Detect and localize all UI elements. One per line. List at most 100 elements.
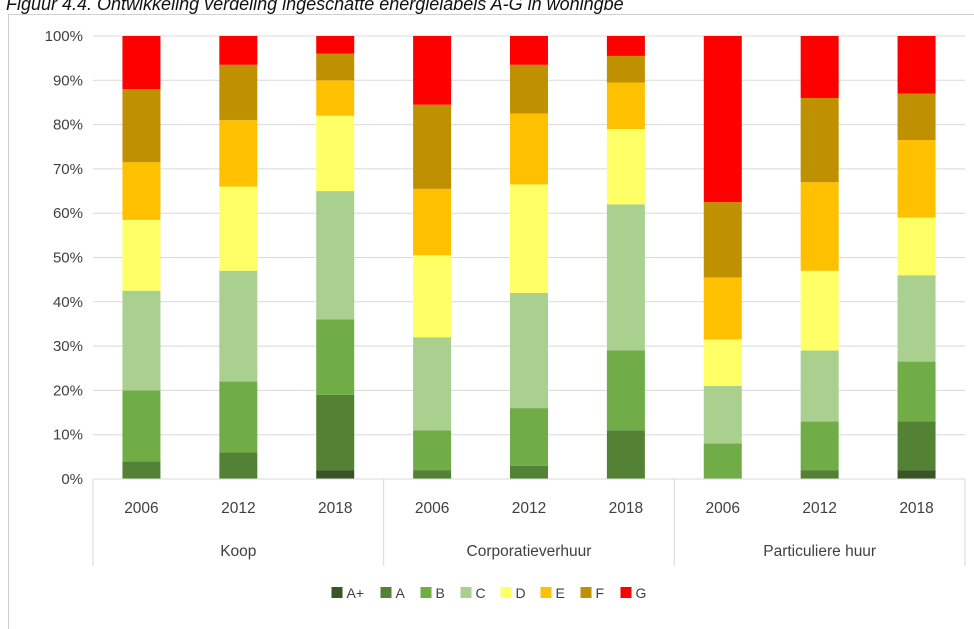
- bar-segment-g: [606, 36, 645, 56]
- bar-segment-d: [219, 186, 258, 271]
- legend-swatch: [380, 587, 392, 598]
- bar-segment-a: [122, 461, 161, 479]
- bar-segment-e: [316, 80, 355, 116]
- bar-segment-f: [122, 89, 161, 163]
- bar-segment-a: [510, 465, 548, 479]
- legend-label: A+: [347, 585, 365, 601]
- bar-segment-f: [606, 55, 645, 83]
- bar-segment-g: [703, 36, 742, 203]
- bar-segment-e: [606, 82, 645, 130]
- x-tick-label: 2012: [221, 500, 255, 517]
- bar-segment-a: [800, 470, 839, 479]
- legend-swatch: [460, 587, 472, 598]
- y-tick-label: 90%: [53, 72, 83, 89]
- bar-segment-aplus: [316, 470, 355, 479]
- legend-label: E: [556, 585, 565, 601]
- y-tick-label: 0%: [61, 471, 83, 488]
- bar-segment-a: [219, 452, 258, 479]
- bar-segment-b: [897, 361, 936, 422]
- bar-segment-c: [219, 270, 258, 382]
- y-tick-label: 80%: [53, 117, 83, 134]
- legend-label: C: [476, 585, 486, 601]
- x-tick-label: 2018: [899, 500, 933, 517]
- x-tick-label: 2012: [512, 500, 546, 517]
- bar-segment-e: [219, 120, 258, 187]
- bar-segment-b: [510, 408, 548, 466]
- y-tick-label: 20%: [53, 382, 83, 399]
- bar-segment-a: [897, 421, 936, 471]
- bar-segment-b: [122, 390, 161, 462]
- y-tick-label: 40%: [53, 294, 83, 311]
- bar-segment-b: [413, 430, 452, 471]
- bar-segment-a: [316, 394, 355, 471]
- bar-segment-c: [316, 191, 355, 320]
- legend-swatch: [540, 587, 552, 598]
- bar-segment-a: [413, 470, 452, 479]
- bar-segment-g: [413, 36, 452, 105]
- bar-segment-b: [219, 381, 258, 453]
- bar-segment-d: [122, 219, 161, 291]
- bar-segment-g: [800, 36, 839, 99]
- y-tick-label: 60%: [53, 205, 83, 222]
- bar-segment-f: [219, 64, 258, 121]
- y-tick-label: 10%: [53, 427, 83, 444]
- bar-segment-e: [510, 113, 548, 185]
- bar-segment-f: [897, 93, 936, 141]
- bar-segment-c: [800, 350, 839, 422]
- bar-segment-e: [413, 188, 452, 256]
- group-label: Corporatieverhuur: [467, 543, 592, 560]
- bar-segment-d: [703, 339, 742, 386]
- bar-segment-aplus: [897, 470, 936, 479]
- legend-label: D: [516, 585, 526, 601]
- bar-segment-c: [122, 290, 161, 391]
- bar-segment-b: [703, 443, 742, 479]
- legend-swatch: [500, 587, 512, 598]
- bar-segment-e: [800, 182, 839, 271]
- bar-segment-g: [897, 36, 936, 94]
- bar-segment-c: [897, 275, 936, 362]
- bar-segment-g: [122, 36, 161, 90]
- bar-segment-e: [703, 277, 742, 340]
- bar-segment-g: [219, 36, 258, 65]
- bar-segment-e: [122, 162, 161, 220]
- bar-segment-g: [510, 36, 548, 65]
- x-tick-label: 2012: [802, 500, 836, 517]
- legend-label: A: [396, 585, 406, 601]
- figure-caption: Figuur 4.4. Ontwikkeling verdeling inges…: [6, 0, 624, 14]
- bar-segment-b: [800, 421, 839, 471]
- bar-segment-f: [510, 64, 548, 114]
- bar-segment-f: [316, 53, 355, 81]
- bar-segment-c: [413, 337, 452, 431]
- y-tick-label: 70%: [53, 161, 83, 178]
- x-tick-label: 2006: [706, 500, 740, 517]
- legend-swatch: [620, 587, 632, 598]
- y-tick-label: 50%: [53, 250, 83, 267]
- bar-segment-e: [897, 140, 936, 218]
- legend-label: F: [596, 585, 605, 601]
- bar-segment-d: [800, 270, 839, 351]
- bar-segment-b: [316, 319, 355, 395]
- bar-segment-f: [413, 104, 452, 189]
- x-tick-label: 2006: [415, 500, 449, 517]
- legend-swatch: [420, 587, 432, 598]
- bar-segment-f: [800, 98, 839, 183]
- y-tick-label: 30%: [53, 338, 83, 355]
- bar-segment-f: [703, 202, 742, 278]
- bar-segment-c: [606, 204, 645, 351]
- bar-segment-d: [606, 129, 645, 205]
- bar-segment-g: [316, 36, 355, 54]
- legend-swatch: [580, 587, 592, 598]
- bar-segment-d: [316, 115, 355, 192]
- y-tick-label: 100%: [45, 28, 83, 45]
- bar-segment-c: [510, 292, 548, 409]
- bar-segment-c: [703, 385, 742, 444]
- legend-label: G: [636, 585, 647, 601]
- legend-swatch: [331, 587, 343, 598]
- chart-area: 0% 10% 20% 30% 40% 50% 60% 70% 80% 90% 100% 2006 201…: [8, 14, 974, 629]
- x-tick-label: 2018: [318, 500, 352, 517]
- group-label: Koop: [220, 543, 256, 560]
- bar-segment-d: [510, 184, 548, 293]
- x-tick-label: 2006: [124, 500, 158, 517]
- bar-segment-a: [606, 430, 645, 479]
- group-label: Particuliere huur: [763, 543, 876, 560]
